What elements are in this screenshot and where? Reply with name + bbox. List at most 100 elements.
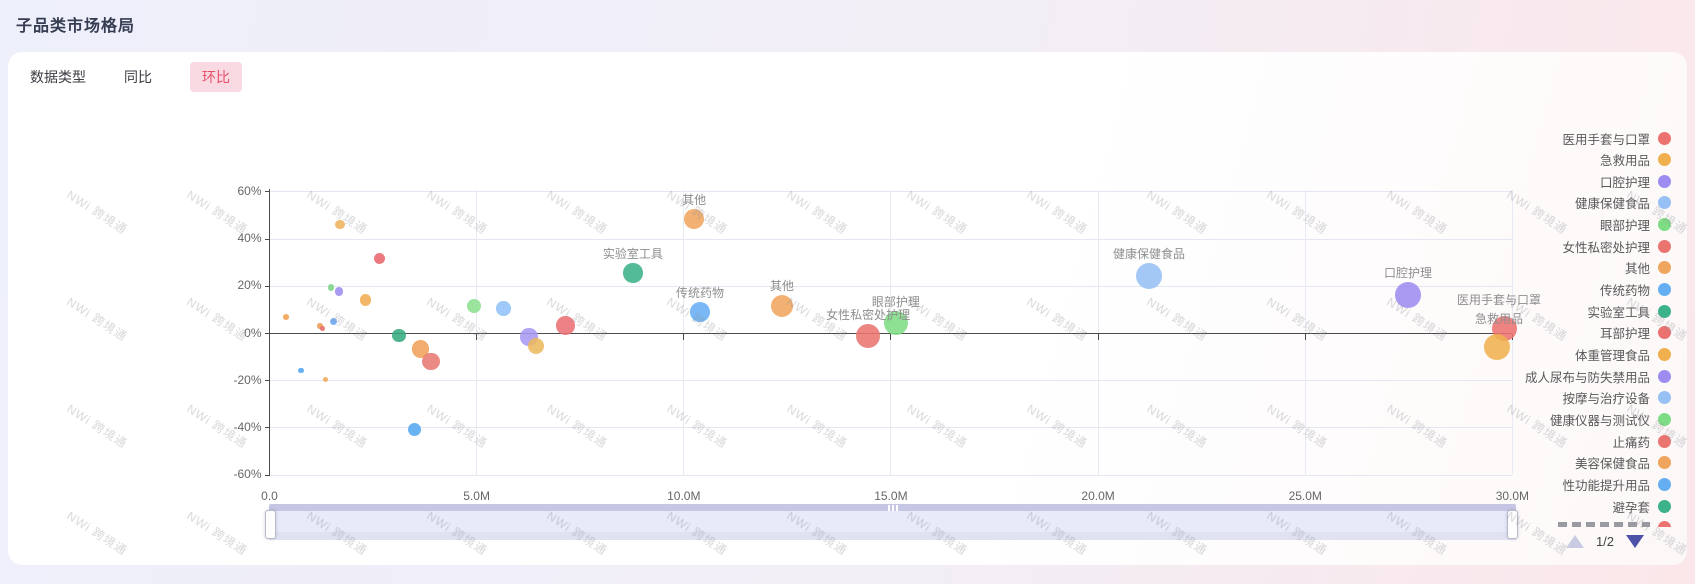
legend-color-dot <box>1658 478 1671 492</box>
chart-bubble[interactable] <box>298 367 304 374</box>
x-axis-label: 30.0M <box>1495 489 1530 503</box>
legend-item[interactable]: 健康保健食品 <box>1390 192 1678 214</box>
datazoom-selected-area-bottom[interactable] <box>269 532 1516 540</box>
legend-item[interactable]: 体重管理食品 <box>1390 344 1678 366</box>
legend-label: 实验室工具 <box>1587 305 1650 320</box>
datazoom-left-handle[interactable] <box>265 510 276 539</box>
chart-bubble[interactable] <box>283 314 289 320</box>
legend-color-dot <box>1658 196 1671 210</box>
chart-bubble[interactable] <box>770 294 793 317</box>
y-axis-tick <box>264 238 270 240</box>
x-axis-tick <box>1304 334 1306 340</box>
legend-item[interactable]: 成人尿布与防失禁用品 <box>1390 365 1678 387</box>
chart-bubble[interactable] <box>556 315 576 335</box>
legend-color-dot <box>1658 369 1671 383</box>
chart-bubble[interactable] <box>689 301 711 323</box>
legend-item[interactable]: 避孕套 <box>1390 495 1678 517</box>
chart-bubble[interactable] <box>320 326 325 332</box>
legend-color-dot <box>1658 239 1671 253</box>
legend-item[interactable]: 健康仪器与测试仪 <box>1390 409 1678 431</box>
legend-pagination: 1/2 <box>1545 534 1665 549</box>
legend-item[interactable]: 传统药物 <box>1390 279 1678 301</box>
legend-item[interactable]: 耳部护理 <box>1390 322 1678 344</box>
y-axis-tick <box>264 191 270 193</box>
y-axis-label: 40% <box>237 231 262 246</box>
legend-page-indicator: 1/2 <box>1595 534 1615 549</box>
legend-label: 止痛药 <box>1612 435 1650 450</box>
legend-item[interactable]: 口腔护理 <box>1390 170 1678 192</box>
legend-color-dot <box>1658 326 1671 340</box>
legend-item[interactable]: 其他 <box>1390 257 1678 279</box>
chart-bubble[interactable] <box>1484 333 1511 360</box>
y-axis-tick <box>264 380 270 382</box>
legend-item[interactable]: 止痛药 <box>1390 430 1678 452</box>
chart-bubble[interactable] <box>323 376 329 382</box>
chart-bubble[interactable] <box>883 310 909 336</box>
chart-bubble[interactable] <box>422 352 440 371</box>
legend-color-dot <box>1658 521 1671 527</box>
x-axis-tick <box>476 334 478 340</box>
datazoom-selected-area[interactable] <box>269 511 1516 532</box>
legend-label: 健康仪器与测试仪 <box>1549 414 1650 429</box>
legend-item[interactable]: 急救用品 <box>1390 149 1678 171</box>
legend-label: 其他 <box>1624 262 1650 277</box>
legend-page-down-icon[interactable] <box>1626 535 1645 548</box>
tab-mom[interactable]: 环比 <box>190 62 242 92</box>
y-axis-label: -20% <box>233 372 262 387</box>
y-axis-tick <box>264 427 270 429</box>
legend-color-dot <box>1658 153 1671 167</box>
chart-bubble[interactable] <box>317 323 323 329</box>
legend-color-dot <box>1658 434 1671 448</box>
bubble-label: 医用手套与口罩 <box>1456 293 1541 307</box>
y-axis-tick <box>264 285 270 287</box>
chart-bubble[interactable] <box>359 294 372 306</box>
legend-page-up-icon[interactable] <box>1565 535 1584 548</box>
chart-bubble[interactable] <box>334 287 344 297</box>
y-axis-label: -60% <box>233 467 262 482</box>
legend-item[interactable]: 女性私密处护理 <box>1390 235 1678 257</box>
chart-bubble[interactable] <box>496 300 511 316</box>
tab-yoy[interactable]: 同比 <box>124 69 152 85</box>
x-axis-label: 5.0M <box>463 489 490 503</box>
legend-label-clipped <box>1558 521 1650 527</box>
x-axis-tick <box>1097 334 1099 340</box>
chart-bubble[interactable] <box>408 422 422 436</box>
legend-color-dot <box>1658 391 1671 405</box>
chart-bubble[interactable] <box>527 337 545 355</box>
bubble-label: 健康保健食品 <box>1113 246 1186 261</box>
y-axis-tick <box>264 474 270 476</box>
chart-bubble[interactable] <box>856 324 881 349</box>
legend-item[interactable] <box>1390 517 1678 527</box>
legend-item[interactable]: 按摩与治疗设备 <box>1390 387 1678 409</box>
bubble-label: 口腔护理 <box>1383 266 1432 281</box>
datazoom-right-handle[interactable] <box>1507 510 1518 539</box>
gridline-vertical <box>1097 190 1099 475</box>
bubble-label: 女性私密处护理 <box>826 308 911 323</box>
chart-bubble[interactable] <box>623 263 643 283</box>
bubble-label: 其他 <box>682 192 707 207</box>
legend-item[interactable]: 医用手套与口罩 <box>1390 127 1678 149</box>
legend-item[interactable]: 性功能提升用品 <box>1390 474 1678 496</box>
chart-bubble[interactable] <box>335 219 345 230</box>
y-axis-tick <box>264 333 270 334</box>
x-axis-tick <box>683 334 685 340</box>
legend-label: 体重管理食品 <box>1574 349 1650 364</box>
chart-bubble[interactable] <box>1394 282 1421 309</box>
chart-bubble[interactable] <box>392 328 406 343</box>
chart-bubble[interactable] <box>683 208 705 230</box>
datazoom-move-grip-icon[interactable] <box>884 504 901 512</box>
legend-color-dot <box>1658 283 1671 297</box>
chart-bubble[interactable] <box>374 252 386 264</box>
chart-bubble[interactable] <box>1135 262 1163 290</box>
chart-bubble[interactable] <box>327 283 335 291</box>
legend-label: 避孕套 <box>1612 500 1650 515</box>
legend-item[interactable]: 眼部护理 <box>1390 214 1678 236</box>
legend-item[interactable]: 美容保健食品 <box>1390 452 1678 474</box>
legend-item[interactable]: 实验室工具 <box>1390 300 1678 322</box>
y-axis-label: 60% <box>237 183 262 198</box>
bubble-label: 传统药物 <box>675 285 724 300</box>
gridline-vertical <box>1304 190 1306 475</box>
chart-bubble[interactable] <box>329 318 337 326</box>
chart-bubble[interactable] <box>466 298 481 313</box>
